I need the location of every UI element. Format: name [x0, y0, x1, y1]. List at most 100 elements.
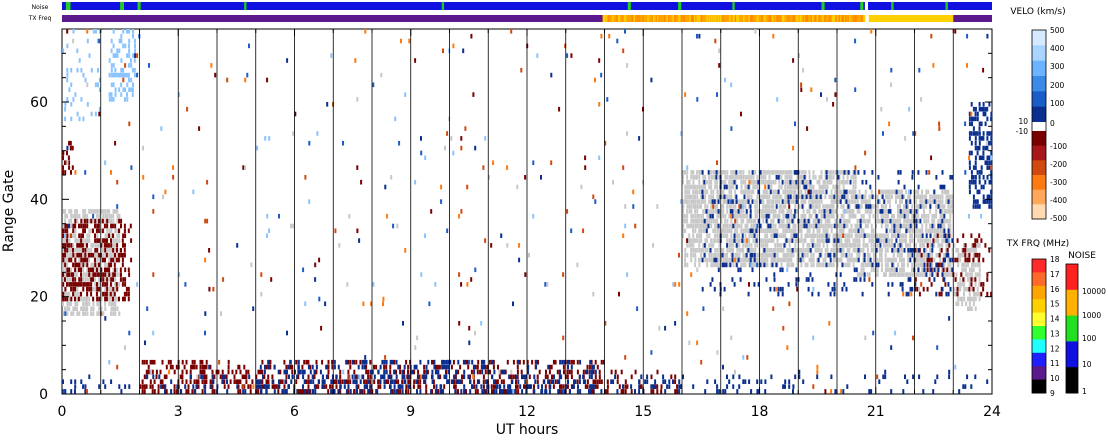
velocity-cell — [349, 359, 352, 365]
velocity-cell — [789, 179, 792, 185]
velocity-cell — [74, 223, 77, 229]
velocity-cell — [930, 282, 933, 287]
velocity-cell — [901, 199, 903, 204]
velocity-cell — [686, 262, 689, 268]
velocity-cell — [795, 282, 798, 287]
velocity-cell — [172, 175, 175, 180]
velocity-cell — [131, 67, 134, 73]
velocity-cell — [692, 248, 695, 253]
velocity-cell — [852, 243, 855, 248]
velocity-cell — [816, 223, 819, 229]
velocity-cell — [830, 199, 833, 204]
velocity-cell — [82, 223, 85, 229]
velocity-cell — [750, 189, 753, 195]
velocity-cell — [74, 213, 77, 219]
velocity-cell — [800, 175, 803, 180]
velocity-cell — [830, 209, 833, 214]
velocity-cell — [820, 213, 823, 219]
velocity-cell — [269, 364, 272, 370]
velocity-cell — [74, 389, 76, 394]
velocity-cell — [925, 170, 928, 175]
velocity-cell — [768, 252, 771, 258]
velocity-cell — [766, 233, 769, 238]
velocity-cell — [163, 374, 166, 380]
velocity-cell — [535, 364, 538, 370]
velocity-cell — [70, 170, 72, 175]
velocity-cell — [850, 252, 853, 258]
velocity-cell — [870, 389, 873, 394]
velocity-cell — [67, 155, 70, 161]
velocity-cell — [846, 384, 849, 389]
velocity-cell — [986, 155, 989, 161]
velocity-cell — [849, 179, 852, 185]
velocity-cell — [788, 262, 791, 268]
velocity-cell — [365, 359, 368, 365]
velocity-cell — [698, 204, 701, 209]
velocity-cell — [863, 272, 866, 277]
velocity-cell — [268, 136, 271, 141]
velocity-cell — [694, 209, 697, 214]
velocity-cell — [152, 209, 155, 214]
velocity-cell — [242, 384, 245, 389]
velocity-cell — [588, 364, 591, 370]
velocity-cell — [723, 194, 726, 200]
velocity-cell — [98, 277, 101, 282]
velocity-cell — [941, 218, 944, 224]
velocity-cell — [158, 374, 161, 380]
velocity-cell — [830, 189, 833, 195]
velocity-cell — [696, 194, 699, 200]
velocity-cell — [454, 374, 457, 380]
velocity-cell — [114, 286, 117, 292]
velocity-cell — [990, 150, 993, 156]
velocity-cell — [828, 204, 831, 209]
velocity-cell — [68, 301, 71, 307]
velocity-cell — [397, 389, 400, 394]
velocity-cell — [770, 248, 773, 253]
velocity-cell — [716, 218, 719, 224]
velocity-cell — [68, 272, 70, 277]
velocity-cell — [743, 194, 746, 200]
velocity-cell — [802, 223, 805, 229]
velocity-cell — [756, 389, 759, 394]
velocity-cell — [974, 145, 977, 151]
velocity-cell — [417, 384, 420, 389]
velocity-cell — [974, 136, 977, 141]
velocity-cell — [112, 291, 115, 297]
velocity-cell — [982, 111, 985, 117]
velocity-cell — [888, 272, 891, 277]
velocity-cell — [740, 218, 743, 224]
velocity-cell — [959, 286, 962, 292]
velocity-cell — [570, 374, 573, 380]
velocity-cell — [822, 213, 825, 219]
velocity-cell — [919, 199, 922, 204]
velocity-cell — [460, 145, 463, 151]
velocity-cell — [212, 379, 215, 384]
velocity-cell — [80, 97, 83, 102]
velocity-cell — [476, 364, 479, 370]
velocity-cell — [682, 175, 684, 180]
velocity-cell — [338, 389, 341, 394]
velocity-cell — [108, 291, 111, 297]
velocity-cell — [722, 170, 725, 175]
velocity-cell — [882, 213, 885, 219]
velocity-cell — [870, 223, 873, 229]
velocity-cell — [902, 272, 905, 277]
velocity-cell — [114, 267, 116, 273]
velocity-cell — [951, 209, 954, 214]
velocity-cell — [515, 379, 517, 384]
velocity-cell — [864, 374, 866, 380]
velocity-cell — [882, 374, 885, 380]
noise-bar-segment — [627, 2, 631, 10]
velocity-cell — [141, 379, 144, 384]
velocity-cell — [128, 48, 131, 54]
velocity-cell — [558, 379, 561, 384]
velocity-cell — [76, 243, 79, 248]
velocity-cell — [860, 272, 863, 277]
velocity-cell — [590, 384, 593, 389]
velocity-cell — [331, 359, 334, 365]
velocity-cell — [72, 97, 75, 102]
velocity-cell — [896, 213, 899, 219]
velocity-cell — [872, 262, 875, 268]
velocity-cell — [399, 364, 401, 370]
velocity-cell — [840, 238, 843, 243]
